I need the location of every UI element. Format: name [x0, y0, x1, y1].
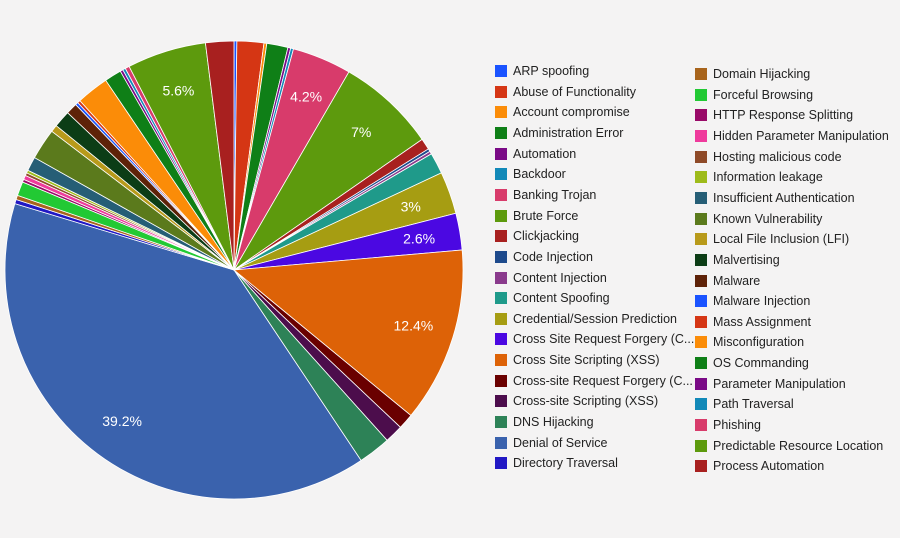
legend-swatch: [495, 292, 507, 305]
legend-label: Malvertising: [713, 252, 780, 267]
legend-label: Cross Site Request Forgery (C...: [513, 332, 695, 347]
legend-label: Clickjacking: [513, 229, 579, 244]
legend-swatch: [495, 168, 507, 181]
legend-swatch: [695, 150, 707, 163]
slice-data-label: 7%: [351, 124, 371, 140]
legend-swatch: [495, 147, 507, 160]
slice-data-label: 5.6%: [162, 83, 194, 99]
legend-label: Content Spoofing: [513, 291, 610, 306]
legend-label: Hosting malicious code: [713, 149, 842, 164]
legend-label: Brute Force: [513, 208, 579, 223]
legend-swatch: [495, 374, 507, 387]
legend-label: Account compromise: [513, 105, 630, 120]
legend-swatch: [495, 354, 507, 367]
legend-label: Directory Traversal: [513, 456, 618, 471]
legend-label: Administration Error: [513, 125, 624, 140]
legend-swatch: [695, 377, 707, 390]
legend-label: Credential/Session Prediction: [513, 311, 677, 326]
legend-label: Parameter Manipulation: [713, 376, 846, 391]
legend-label: Hidden Parameter Manipulation: [713, 128, 889, 143]
slice-data-label: 3%: [401, 199, 421, 215]
legend-swatch: [495, 230, 507, 243]
legend-label: Cross-site Scripting (XSS): [513, 394, 659, 409]
legend-swatch: [495, 271, 507, 284]
legend-label: Forceful Browsing: [713, 87, 814, 102]
slice-data-label: 4.2%: [290, 89, 322, 105]
legend-label: Information leakage: [713, 170, 823, 185]
legend-swatch: [495, 333, 507, 346]
legend-label: Predictable Resource Location: [713, 438, 884, 453]
legend-swatch: [495, 436, 507, 449]
legend-label: Malware: [713, 273, 761, 288]
legend-swatch: [495, 312, 507, 325]
pie-slice-process-automation[interactable]: [204, 40, 235, 271]
legend-swatch: [495, 457, 507, 470]
slice-data-label: 2.6%: [403, 230, 435, 246]
legend-label: Phishing: [713, 418, 761, 433]
legend-swatch: [695, 274, 707, 287]
legend-swatch: [695, 253, 707, 266]
legend-label: Local File Inclusion (LFI): [713, 232, 850, 247]
legend-swatch: [495, 395, 507, 408]
legend-label: OS Commanding: [713, 356, 809, 371]
legend-swatch: [695, 109, 707, 122]
legend-label: Abuse of Functionality: [513, 84, 636, 99]
legend-label: Banking Trojan: [513, 187, 597, 202]
legend-swatch: [695, 315, 707, 328]
legend-label: Code Injection: [513, 249, 593, 264]
legend-label: Path Traversal: [713, 397, 794, 412]
legend-swatch: [695, 171, 707, 184]
legend-swatch: [695, 419, 707, 432]
slice-data-label: 12.4%: [394, 318, 434, 334]
slice-data-label: 39.2%: [102, 413, 142, 429]
legend-label: Content Injection: [513, 270, 607, 285]
legend-label: Misconfiguration: [713, 335, 805, 350]
legend-swatch: [695, 129, 707, 142]
legend-swatch: [495, 106, 507, 119]
legend-swatch: [495, 250, 507, 263]
legend-swatch: [695, 357, 707, 370]
legend-swatch: [695, 460, 707, 473]
legend-swatch: [495, 209, 507, 222]
legend-label: Mass Assignment: [713, 314, 811, 329]
legend-label: Malware Injection: [713, 294, 811, 309]
legend-swatch: [695, 212, 707, 225]
pie-slice-cross-site-scripting-xss[interactable]: [232, 249, 464, 417]
legend-label: Process Automation: [713, 459, 825, 474]
legend-swatch: [695, 295, 707, 308]
legend-swatch: [695, 233, 707, 246]
legend-label: Backdoor: [513, 167, 566, 182]
legend-swatch: [495, 126, 507, 139]
legend-swatch: [495, 65, 507, 77]
pie-slice-denial-of-service[interactable]: [4, 203, 362, 500]
legend-swatch: [695, 336, 707, 349]
legend-swatch: [695, 191, 707, 204]
legend-swatch: [695, 88, 707, 101]
legend-label: DNS Hijacking: [513, 415, 594, 430]
legend-label: Cross-site Request Forgery (C...: [513, 373, 693, 388]
legend-label: Cross Site Scripting (XSS): [513, 353, 660, 368]
legend-label: Denial of Service: [513, 435, 608, 450]
legend-label: Domain Hijacking: [713, 67, 811, 81]
legend-swatch: [695, 68, 707, 80]
legend-label: Insufficient Authentication: [713, 190, 855, 205]
legend-label: HTTP Response Splitting: [713, 108, 854, 123]
legend-label: ARP spoofing: [513, 64, 590, 78]
legend-swatch: [695, 398, 707, 411]
legend-label: Automation: [513, 146, 577, 161]
legend-label: Known Vulnerability: [713, 211, 823, 226]
legend-swatch: [495, 85, 507, 98]
legend-swatch: [495, 188, 507, 201]
legend-swatch: [495, 416, 507, 429]
legend-swatch: [695, 439, 707, 452]
